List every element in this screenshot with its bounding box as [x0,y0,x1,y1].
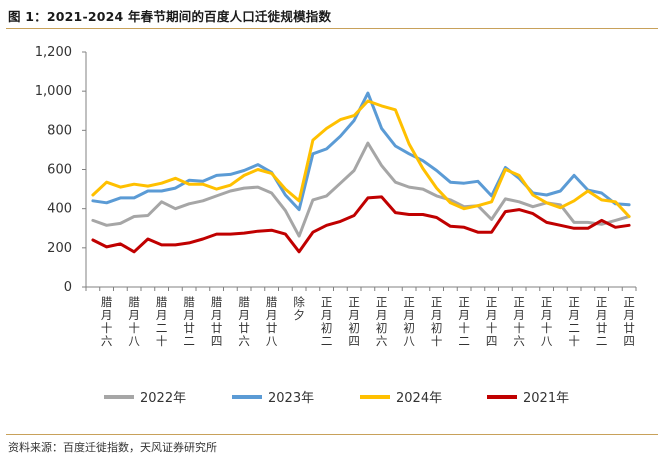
x-tick-label: 腊月十六 [101,295,113,348]
x-tick-label: 正月初四 [348,295,360,348]
x-tick-label: 正月初六 [376,295,388,348]
series-line-2023年 [91,91,631,212]
x-tick-label: 正月廿四 [623,295,635,348]
legend-label: 2024年 [396,391,442,406]
bottom-rule [6,434,658,435]
x-tick-label: 腊月廿四 [211,295,223,348]
y-tick-label: 600 [47,163,72,178]
x-tick-label: 腊月廿二 [183,295,195,348]
legend-label: 2021年 [523,391,569,406]
x-tick-label: 正月廿二 [596,295,608,348]
top-rule [6,28,658,29]
x-tick-label: 腊月廿八 [266,295,278,348]
source-note: 资料来源：百度迁徙指数，天风证券研究所 [8,441,217,454]
series-line-2022年 [91,141,631,238]
x-tick-label: 正月十二 [458,295,470,348]
y-tick-label: 200 [47,241,72,256]
legend-label: 2022年 [140,391,186,406]
x-tick-label: 腊月二十 [156,295,168,348]
y-tick-label: 1,200 [35,45,72,60]
y-tick-label: 400 [47,202,72,217]
y-tick-label: 800 [47,123,72,138]
x-tick-label: 除夕 [293,295,305,322]
series-line-2024年 [91,99,631,218]
x-tick-label: 正月十六 [513,295,525,348]
y-tick-label: 1,000 [35,84,72,99]
legend-label: 2023年 [268,391,314,406]
chart-title: 图 1：2021-2024 年春节期间的百度人口迁徙规模指数 [8,9,332,24]
line-chart: 0 200 400 600 800 1,000 1,200 腊月十六 腊月十八 腊月二十 腊月廿二 腊… [35,45,637,406]
x-tick-label: 正月初二 [321,295,333,348]
x-tick-label: 正月初八 [403,295,415,348]
x-tick-label: 正月十八 [541,295,553,348]
series-line-2021年 [91,195,631,254]
x-tick-label: 正月二十 [568,295,580,348]
x-tick-label: 腊月廿六 [238,295,250,348]
x-tick-label: 腊月十八 [128,295,140,348]
x-tick-label: 正月十四 [486,295,498,348]
y-tick-label: 0 [64,280,72,295]
x-tick-label: 正月初十 [431,295,443,348]
